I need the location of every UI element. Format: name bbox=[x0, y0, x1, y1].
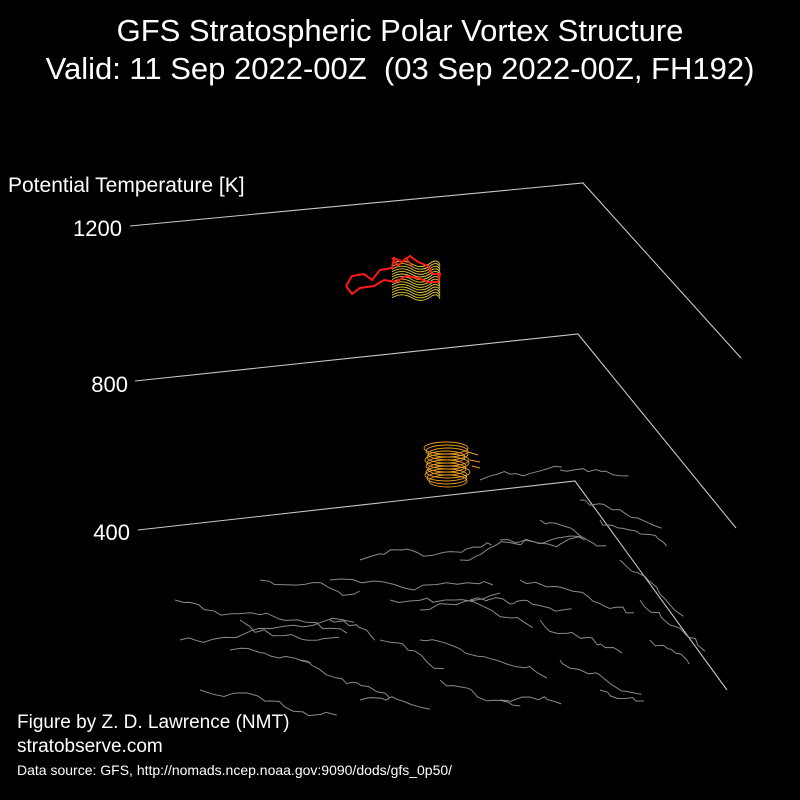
coastline-segment bbox=[239, 619, 340, 641]
upper-vortex-contour bbox=[391, 291, 441, 299]
level-plane-1200 bbox=[129, 182, 742, 359]
coastline-segment bbox=[179, 617, 355, 643]
coastline-segment bbox=[359, 696, 431, 710]
upper-vortex-contour bbox=[391, 276, 441, 283]
mid-vortex-contour bbox=[424, 468, 468, 482]
mid-vortex-contour bbox=[428, 474, 468, 488]
upper-vortex-contour bbox=[391, 263, 441, 270]
coastline-segment bbox=[379, 639, 444, 670]
coastline-segment bbox=[579, 499, 662, 529]
coastline-segment bbox=[174, 599, 348, 634]
coastline-segment bbox=[479, 465, 562, 481]
z-tick-label-800: 800 bbox=[91, 372, 128, 397]
coastline-segment bbox=[599, 519, 667, 547]
title-line-1: GFS Stratospheric Polar Vortex Structure bbox=[116, 13, 684, 48]
coastline-segment bbox=[599, 689, 644, 702]
coastline-segment bbox=[649, 639, 690, 665]
z-tick-label-1200: 1200 bbox=[73, 216, 122, 241]
coastline-segment bbox=[539, 519, 607, 547]
coastline-segment bbox=[499, 696, 562, 705]
upper-vortex-edge bbox=[345, 254, 442, 296]
coastline-segment bbox=[559, 468, 629, 477]
z-axis-label: Potential Temperature [K] bbox=[8, 174, 245, 197]
coastline-map bbox=[174, 465, 706, 717]
upper-vortex-contour bbox=[391, 294, 441, 301]
z-tick-label-400: 400 bbox=[93, 520, 130, 545]
coastline-segment bbox=[519, 579, 634, 614]
level-plane-400 bbox=[137, 480, 728, 691]
website-credit: stratobserve.com bbox=[17, 736, 163, 757]
coastline-segment bbox=[469, 597, 572, 612]
upper-vortex-contour bbox=[391, 265, 441, 273]
upper-vortex-contour bbox=[391, 283, 441, 291]
upper-vortex-contour bbox=[391, 289, 441, 296]
coastline-segment bbox=[229, 647, 311, 664]
level-plane-800 bbox=[134, 333, 737, 529]
data-source-credit: Data source: GFS, http://nomads.ncep.noa… bbox=[17, 762, 453, 778]
mid-vortex-contour bbox=[425, 465, 471, 479]
chart-title: GFS Stratospheric Polar Vortex Structure… bbox=[0, 12, 800, 88]
coastline-segment bbox=[259, 579, 360, 597]
coastline-segment bbox=[389, 597, 533, 629]
upper-vortex-contour bbox=[391, 286, 441, 293]
coastline-segment bbox=[419, 592, 501, 611]
upper-vortex-contour bbox=[391, 268, 441, 275]
coastline-segment bbox=[299, 659, 391, 699]
coastline-segment bbox=[559, 659, 642, 695]
coastline-segment bbox=[329, 619, 376, 641]
title-line-2: Valid: 11 Sep 2022-00Z (03 Sep 2022-00Z,… bbox=[45, 51, 755, 86]
mid-vortex-contour bbox=[426, 471, 468, 485]
coastline-segment bbox=[539, 619, 623, 654]
coastline-segment bbox=[329, 578, 494, 591]
coastline-segment bbox=[459, 536, 585, 561]
mid-vortex-fragment bbox=[467, 451, 481, 469]
coastline-segment bbox=[439, 679, 521, 707]
coastline-segment bbox=[639, 599, 706, 652]
upper-vortex-contour bbox=[391, 270, 441, 278]
coastline-segment bbox=[359, 542, 492, 561]
coastline-segment bbox=[199, 689, 337, 717]
coastline-segment bbox=[619, 559, 684, 617]
coastline-segment bbox=[499, 535, 583, 545]
figure-credit: Figure by Z. D. Lawrence (NMT) bbox=[17, 712, 290, 733]
upper-vortex-edge-fragment bbox=[391, 256, 413, 268]
coastline-segment bbox=[419, 639, 548, 679]
